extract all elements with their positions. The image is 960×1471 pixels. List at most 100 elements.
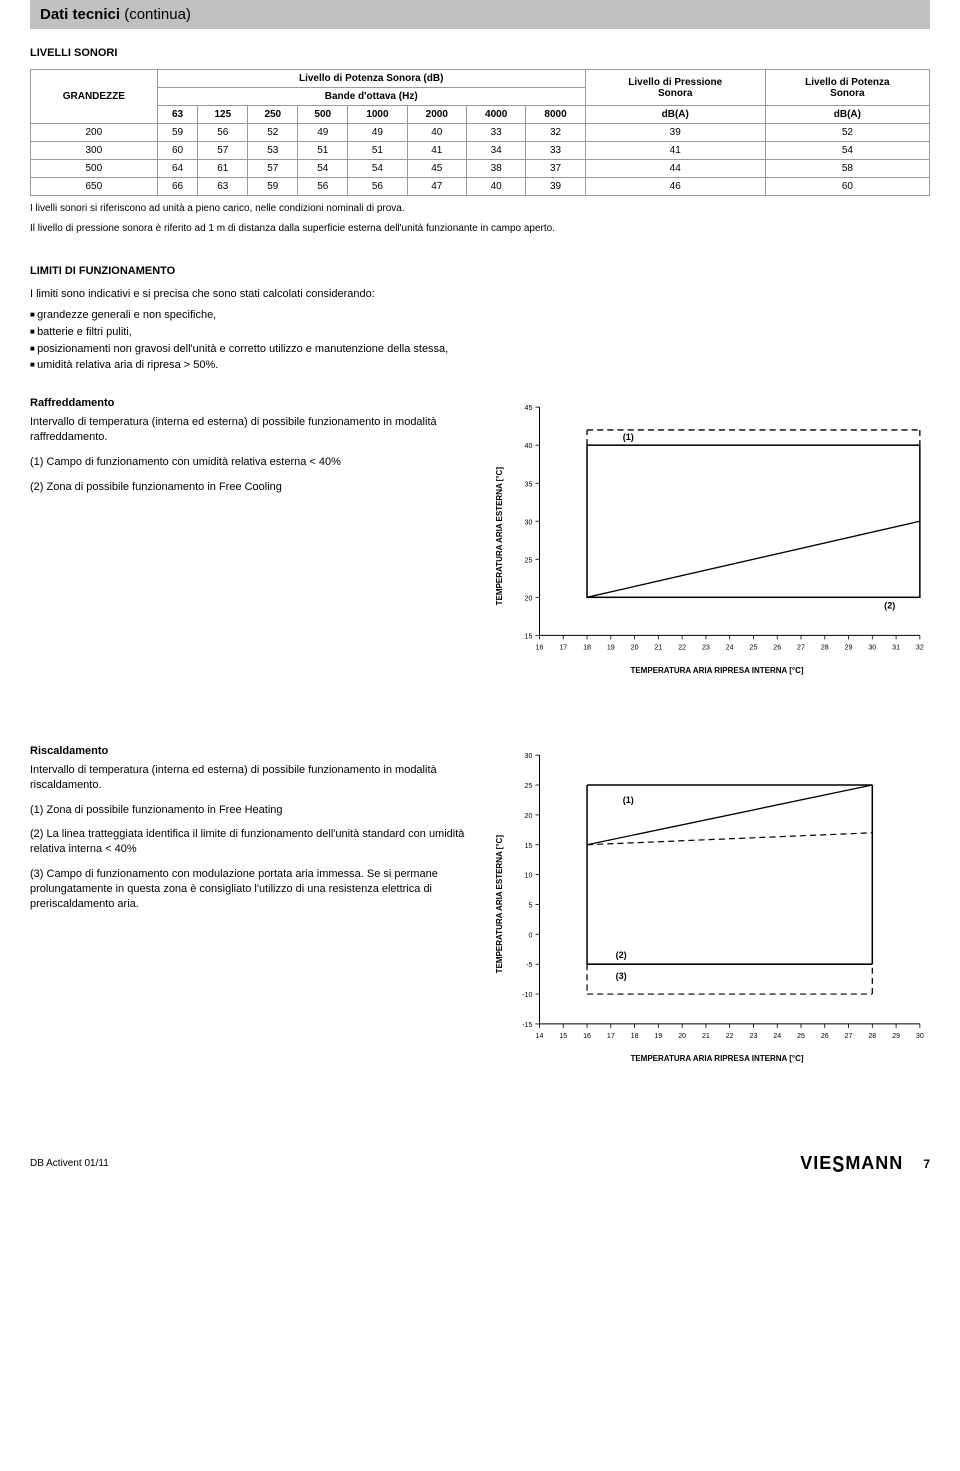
svg-text:26: 26	[821, 1032, 829, 1040]
cell-pressione: 44	[585, 160, 765, 178]
svg-text:19: 19	[654, 1032, 662, 1040]
cell-pressione: 46	[585, 178, 765, 196]
cell-val: 34	[466, 142, 525, 160]
cell-val: 52	[248, 124, 298, 142]
cell-potenza: 58	[765, 160, 929, 178]
page-footer: DB Activent 01/11 VIESMANN 7	[30, 1153, 930, 1194]
svg-text:45: 45	[525, 404, 533, 412]
header-rest: (continua)	[120, 6, 191, 23]
svg-text:(2): (2)	[616, 950, 627, 960]
svg-text:21: 21	[654, 644, 662, 652]
svg-text:30: 30	[525, 519, 533, 527]
th-potenza-db: Livello di Potenza Sonora (dB)	[157, 70, 585, 88]
th-freq: 63	[157, 106, 198, 124]
cooling-xaxis-label: TEMPERATURA ARIA RIPRESA INTERNA [°C]	[504, 666, 930, 675]
svg-text:24: 24	[726, 644, 734, 652]
cell-val: 57	[198, 142, 248, 160]
svg-text:18: 18	[631, 1032, 639, 1040]
cell-potenza: 54	[765, 142, 929, 160]
svg-text:30: 30	[525, 752, 533, 760]
cell-val: 56	[198, 124, 248, 142]
sound-note2: Il livello di pressione sonora è riferit…	[30, 222, 930, 236]
svg-text:20: 20	[631, 644, 639, 652]
cell-val: 63	[198, 178, 248, 196]
cell-val: 40	[407, 124, 466, 142]
svg-text:20: 20	[678, 1032, 686, 1040]
cell-val: 37	[526, 160, 585, 178]
cell-val: 38	[466, 160, 525, 178]
svg-text:30: 30	[916, 1032, 924, 1040]
sound-title: LIVELLI SONORI	[30, 47, 930, 59]
cell-val: 33	[466, 124, 525, 142]
svg-text:29: 29	[845, 644, 853, 652]
svg-text:14: 14	[536, 1032, 544, 1040]
th-grandezze: GRANDEZZE	[31, 70, 158, 124]
cooling-para: Intervallo di temperatura (interna ed es…	[30, 415, 465, 445]
svg-text:25: 25	[797, 1032, 805, 1040]
cooling-chart: 1617181920212223242526272829303132152025…	[504, 397, 930, 661]
cell-val: 59	[157, 124, 198, 142]
cell-val: 60	[157, 142, 198, 160]
cell-val: 56	[298, 178, 348, 196]
heating-xaxis-label: TEMPERATURA ARIA RIPRESA INTERNA [°C]	[504, 1054, 930, 1063]
svg-text:21: 21	[702, 1032, 710, 1040]
table-row: 50064615754544538374458	[31, 160, 930, 178]
svg-text:30: 30	[868, 644, 876, 652]
cell-val: 41	[407, 142, 466, 160]
limits-intro: I limiti sono indicativi e si precisa ch…	[30, 287, 930, 302]
svg-text:25: 25	[525, 782, 533, 790]
table-row: 65066635956564740394660	[31, 178, 930, 196]
cell-val: 54	[298, 160, 348, 178]
svg-text:20: 20	[525, 812, 533, 820]
svg-text:31: 31	[892, 644, 900, 652]
svg-text:(1): (1)	[623, 432, 634, 442]
list-item: umidità relativa aria di ripresa > 50%.	[30, 358, 930, 373]
cell-val: 66	[157, 178, 198, 196]
svg-text:5: 5	[528, 901, 532, 909]
cell-pressione: 41	[585, 142, 765, 160]
cell-val: 51	[298, 142, 348, 160]
th-freq: 500	[298, 106, 348, 124]
svg-text:-15: -15	[522, 1021, 532, 1029]
cell-val: 47	[407, 178, 466, 196]
svg-text:22: 22	[678, 644, 686, 652]
footer-left: DB Activent 01/11	[30, 1158, 109, 1169]
th-unit: dB(A)	[765, 106, 929, 124]
th-freq: 1000	[348, 106, 407, 124]
svg-text:16: 16	[583, 1032, 591, 1040]
svg-text:23: 23	[750, 1032, 758, 1040]
svg-text:22: 22	[726, 1032, 734, 1040]
svg-text:19: 19	[607, 644, 615, 652]
cell-potenza: 60	[765, 178, 929, 196]
cell-grandezza: 300	[31, 142, 158, 160]
svg-text:27: 27	[845, 1032, 853, 1040]
heating-item3: (3) Campo di funzionamento con modulazio…	[30, 867, 465, 912]
cell-val: 49	[298, 124, 348, 142]
sound-thead: GRANDEZZELivello di Potenza Sonora (dB)L…	[31, 70, 930, 124]
svg-text:24: 24	[773, 1032, 781, 1040]
svg-text:40: 40	[525, 442, 533, 450]
svg-text:15: 15	[525, 842, 533, 850]
cell-val: 59	[248, 178, 298, 196]
cell-val: 54	[348, 160, 407, 178]
cell-val: 61	[198, 160, 248, 178]
cell-grandezza: 650	[31, 178, 158, 196]
list-item: batterie e filtri puliti,	[30, 325, 930, 340]
heating-para: Intervallo di temperatura (interna ed es…	[30, 763, 465, 793]
viessmann-logo: VIESMANN	[800, 1153, 903, 1174]
svg-text:26: 26	[773, 644, 781, 652]
cell-val: 56	[348, 178, 407, 196]
svg-text:(1): (1)	[623, 795, 634, 805]
svg-text:17: 17	[559, 644, 567, 652]
svg-text:15: 15	[525, 633, 533, 641]
cell-val: 32	[526, 124, 585, 142]
header-bold: Dati tecnici	[40, 6, 120, 23]
limits-title: LIMITI DI FUNZIONAMENTO	[30, 265, 930, 277]
cell-val: 53	[248, 142, 298, 160]
th-freq: 4000	[466, 106, 525, 124]
th-unit: dB(A)	[585, 106, 765, 124]
svg-text:-10: -10	[522, 991, 532, 999]
svg-text:25: 25	[525, 557, 533, 565]
table-row: 30060575351514134334154	[31, 142, 930, 160]
cell-potenza: 52	[765, 124, 929, 142]
